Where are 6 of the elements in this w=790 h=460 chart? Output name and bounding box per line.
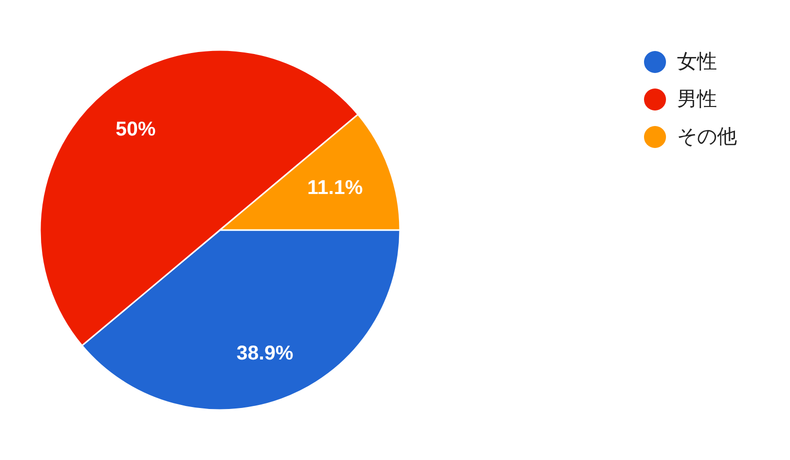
legend-label: 男性 — [677, 88, 717, 110]
data-label: 50% — [116, 118, 156, 140]
legend-label: その他 — [677, 126, 737, 148]
data-label: 11.1% — [307, 177, 364, 200]
legend-label: 女性 — [677, 51, 717, 73]
data-label: 38.9% — [236, 342, 294, 364]
